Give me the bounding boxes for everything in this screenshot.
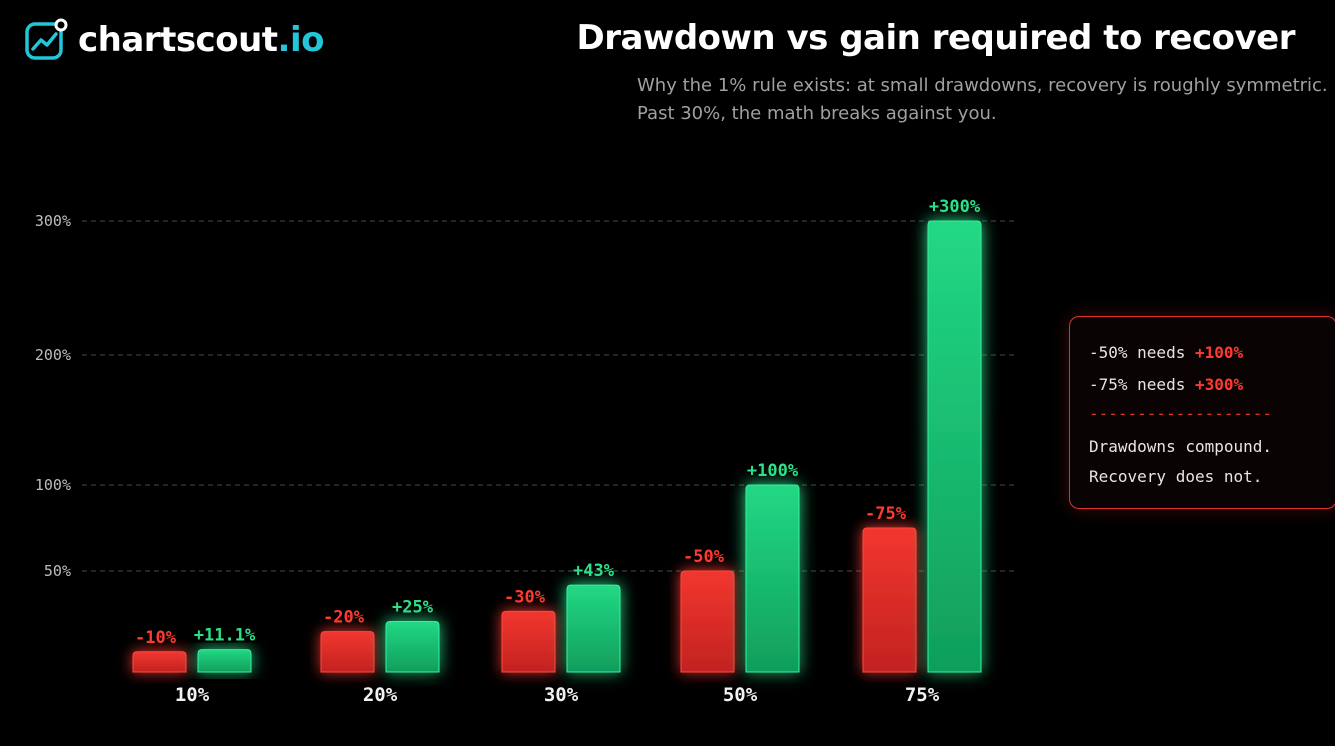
drawdown-bar <box>680 570 735 673</box>
drawdown-value-label: -30% <box>504 587 546 607</box>
brand-name: chartscout.io <box>78 23 324 57</box>
callout-note-1: Drawdowns compound. <box>1089 437 1273 456</box>
drawdown-bar <box>132 651 187 673</box>
callout-divider: ------------------- <box>1089 404 1273 423</box>
callout-row-1-prefix: -50% needs <box>1089 343 1186 362</box>
recovery-value-label: +25% <box>392 598 434 618</box>
callout-row-2: -75% needs +300% <box>1089 373 1335 405</box>
line-chart-logo-icon <box>25 18 68 60</box>
chart-subtitle: Why the 1% rule exists: at small drawdow… <box>637 72 1328 128</box>
drawdown-bar <box>320 631 375 673</box>
x-category-label: 10% <box>175 684 210 706</box>
brand-logo: chartscout.io <box>24 18 324 62</box>
recovery-bar <box>385 621 440 673</box>
recovery-bar <box>566 584 621 673</box>
y-tick-label: 300% <box>35 212 71 230</box>
recovery-value-label: +11.1% <box>194 626 256 646</box>
callout-row-2-value: +300% <box>1194 375 1244 394</box>
recovery-bar <box>197 649 252 673</box>
brand-tld: .io <box>277 20 325 60</box>
callout-row-1-value: +100% <box>1194 343 1244 362</box>
x-category-label: 20% <box>363 684 398 706</box>
recovery-bar <box>927 220 982 673</box>
drawdown-bar <box>501 610 556 673</box>
y-tick-label: 100% <box>35 476 71 494</box>
subtitle-line-1: Why the 1% rule exists: at small drawdow… <box>637 75 1328 96</box>
x-category-label: 50% <box>723 684 758 706</box>
callout-row-2-prefix: -75% needs <box>1089 375 1186 394</box>
subtitle-line-2: Past 30%, the math breaks against you. <box>637 103 997 124</box>
x-category-label: 30% <box>544 684 579 706</box>
brand-name-main: chartscout <box>78 20 278 60</box>
drawdown-bar <box>862 527 917 673</box>
x-category-label: 75% <box>905 684 940 706</box>
recovery-bar <box>745 484 800 673</box>
bars <box>132 220 982 673</box>
callout-note-2: Recovery does not. <box>1089 467 1263 486</box>
y-tick-label: 50% <box>44 562 71 580</box>
recovery-value-label: +43% <box>573 561 615 581</box>
chart-title: Drawdown vs gain required to recover <box>576 18 1295 58</box>
drawdown-value-label: -10% <box>135 628 177 648</box>
recovery-value-label: +300% <box>929 197 981 217</box>
callout-box: -50% needs +100% -75% needs +300% ------… <box>1069 316 1335 509</box>
drawdown-value-label: -20% <box>323 608 365 628</box>
grid-lines: 50% 100% 200% 300% <box>35 212 1016 580</box>
bar-labels: -10% +11.1% 10% -20% +25% 20% -30% +43% 30% -50% +… <box>135 197 981 706</box>
recovery-value-label: +100% <box>747 461 799 481</box>
drawdown-value-label: -75% <box>865 504 907 524</box>
y-tick-label: 200% <box>35 346 71 364</box>
drawdown-value-label: -50% <box>683 547 725 567</box>
callout-row-1: -50% needs +100% <box>1089 341 1335 373</box>
